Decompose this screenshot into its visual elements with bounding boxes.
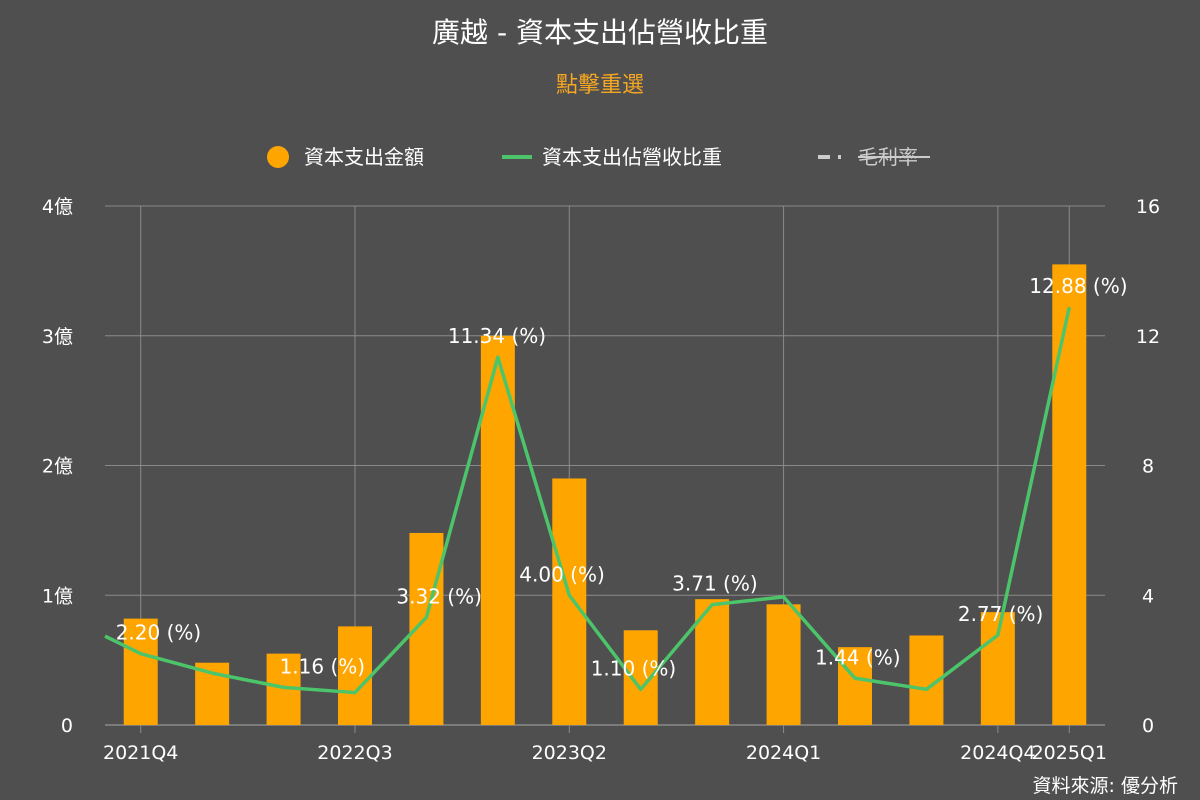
- bar-capex: [552, 478, 587, 725]
- x-tick-label: 2021Q4: [103, 742, 178, 764]
- data-label: 1.16 (%): [280, 654, 366, 678]
- y-right-tick: 4: [1142, 585, 1154, 607]
- data-label: 2.20 (%): [116, 621, 202, 645]
- x-tick-label: 2023Q2: [532, 742, 607, 764]
- y-right-tick: 12: [1136, 326, 1160, 348]
- data-label: 1.10 (%): [591, 656, 677, 680]
- data-label: 2.77 (%): [958, 602, 1044, 626]
- data-label: 1.44 (%): [815, 645, 901, 669]
- y-left-tick: 2億: [42, 456, 73, 478]
- bar-capex: [1052, 264, 1087, 725]
- legend-ratio-label: 資本支出佔營收比重: [542, 145, 722, 169]
- data-label: 11.34 (%): [448, 324, 546, 348]
- data-label: 3.71 (%): [672, 572, 758, 596]
- legend-item-capex[interactable]: 資本支出金額: [267, 145, 424, 169]
- bar-capex: [123, 618, 158, 725]
- x-tick-label: 2022Q3: [317, 742, 392, 764]
- data-label: 3.32 (%): [396, 584, 482, 608]
- legend-item-ratio[interactable]: 資本支出佔營收比重: [502, 145, 722, 169]
- legend: 資本支出金額 資本支出佔營收比重 毛利率: [267, 145, 930, 169]
- chart-title: 廣越 - 資本支出佔營收比重: [432, 16, 768, 49]
- legend-capex-marker: [267, 146, 289, 168]
- plot-area: 0 0 1億 4 2億 8 3億 12 4億 16 2021Q4 2022Q3 2023Q2 2024Q1…: [42, 196, 1160, 764]
- y-right-tick: 8: [1142, 456, 1154, 478]
- y-left-tick: 3億: [42, 326, 73, 348]
- y-right-tick: 0: [1142, 715, 1154, 737]
- bar-capex: [338, 626, 372, 725]
- data-label: 12.88 (%): [1029, 274, 1127, 298]
- data-label: 4.00 (%): [519, 562, 605, 586]
- source-credit: 資料來源: 優分析: [1033, 775, 1178, 797]
- reselect-link[interactable]: 點擊重選: [556, 73, 644, 98]
- bar-capex: [766, 604, 801, 725]
- y-left-tick: 1億: [42, 585, 73, 607]
- x-tick-label: 2024Q4: [960, 742, 1035, 764]
- line-capex-ratio: [104, 306, 1071, 695]
- legend-capex-label: 資本支出金額: [304, 145, 424, 169]
- y-left-tick: 4億: [42, 196, 73, 218]
- x-tick-label: 2024Q1: [746, 742, 821, 764]
- y-left-tick: 0: [61, 715, 73, 737]
- legend-item-gross-margin[interactable]: 毛利率: [818, 145, 930, 169]
- y-right-tick: 16: [1136, 196, 1160, 218]
- x-tick-label: 2025Q1: [1032, 742, 1107, 764]
- bar-capex: [838, 647, 872, 725]
